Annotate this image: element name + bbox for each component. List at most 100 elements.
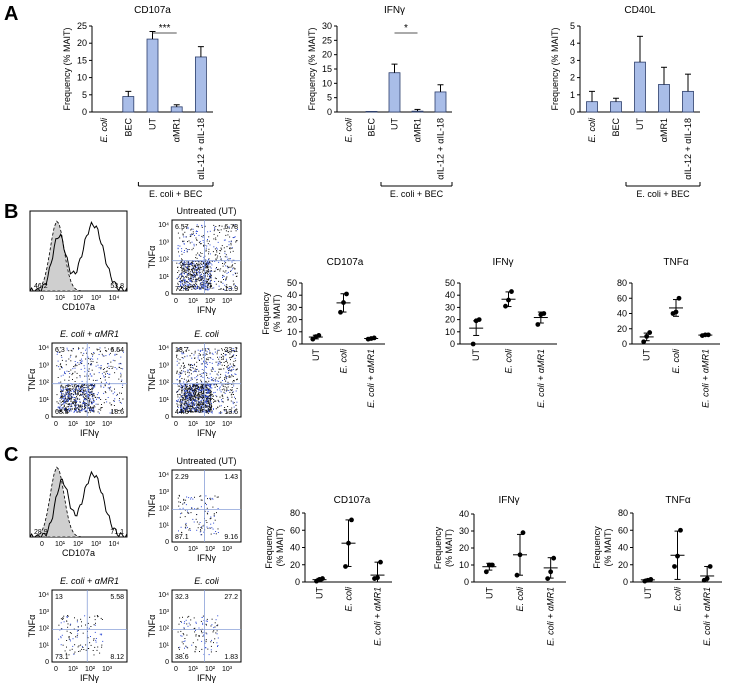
event-dot bbox=[91, 387, 93, 389]
dotplot-frame bbox=[171, 342, 242, 418]
event-dot bbox=[203, 266, 205, 268]
event-dot bbox=[230, 242, 232, 244]
category-label: E. coli + αMR1 bbox=[546, 587, 556, 646]
event-dot bbox=[220, 411, 222, 413]
event-dot bbox=[66, 630, 68, 632]
event-dot bbox=[186, 404, 188, 406]
event-dot bbox=[224, 409, 226, 411]
event-dot bbox=[85, 644, 87, 646]
event-dot bbox=[84, 407, 85, 409]
event-dot bbox=[185, 236, 187, 238]
event-dot bbox=[184, 280, 186, 282]
event-dot bbox=[210, 275, 212, 277]
event-dot bbox=[216, 373, 218, 375]
event-dot bbox=[206, 354, 208, 355]
event-dot bbox=[233, 267, 235, 269]
event-dot bbox=[202, 384, 204, 386]
event-dot bbox=[61, 634, 63, 636]
bar bbox=[388, 72, 401, 113]
event-dot bbox=[108, 376, 110, 378]
event-dot bbox=[79, 393, 81, 395]
event-dot bbox=[65, 397, 66, 399]
event-dot bbox=[215, 226, 217, 227]
event-dot bbox=[66, 646, 67, 648]
event-dot bbox=[177, 232, 179, 234]
event-dot bbox=[91, 388, 93, 390]
event-dot bbox=[192, 399, 194, 400]
event-dot bbox=[180, 264, 182, 266]
event-dot bbox=[198, 264, 200, 266]
event-dot bbox=[184, 273, 185, 275]
event-dot bbox=[199, 360, 200, 361]
event-dot bbox=[73, 366, 75, 368]
y-tick-label: 10³ bbox=[39, 362, 50, 369]
event-dot bbox=[230, 251, 231, 253]
event-dot bbox=[206, 526, 208, 528]
quadrant-lr-pct: 13.6 bbox=[224, 409, 238, 416]
event-dot bbox=[221, 356, 222, 358]
event-dot bbox=[188, 265, 190, 267]
event-dot bbox=[211, 352, 213, 354]
event-dot bbox=[233, 284, 235, 286]
event-dot bbox=[192, 405, 194, 407]
event-dot bbox=[186, 390, 187, 391]
event-dot bbox=[212, 395, 214, 397]
event-dot bbox=[180, 407, 182, 409]
event-dot bbox=[73, 400, 75, 402]
event-dot bbox=[218, 358, 220, 360]
isotype-histogram bbox=[29, 220, 127, 292]
y-tick-label: 5 bbox=[82, 90, 87, 100]
data-point bbox=[644, 333, 650, 339]
category-label: αMR1 bbox=[659, 118, 669, 142]
event-dot bbox=[94, 631, 96, 633]
event-dot bbox=[200, 278, 202, 280]
event-dot bbox=[179, 289, 181, 291]
event-dot bbox=[91, 353, 93, 355]
event-dot bbox=[187, 284, 189, 285]
event-dot bbox=[104, 385, 106, 387]
event-dot bbox=[216, 380, 218, 382]
event-dot bbox=[66, 370, 68, 372]
event-dot bbox=[195, 267, 197, 268]
event-dot bbox=[181, 265, 183, 267]
event-dot bbox=[62, 403, 64, 405]
event-dot bbox=[188, 392, 190, 394]
event-dot bbox=[203, 263, 205, 265]
event-dot bbox=[191, 365, 193, 366]
event-dot bbox=[205, 360, 207, 362]
event-dot bbox=[116, 349, 118, 351]
dotplot-xlabel: IFNγ bbox=[197, 553, 216, 563]
x-tick-label: 10¹ bbox=[188, 421, 199, 428]
event-dot bbox=[226, 360, 228, 362]
event-dot bbox=[209, 410, 211, 412]
event-dot bbox=[208, 388, 210, 390]
event-dot bbox=[225, 234, 227, 236]
event-dot bbox=[200, 287, 202, 289]
event-dot bbox=[178, 263, 180, 265]
event-dot bbox=[81, 358, 82, 360]
event-dot bbox=[210, 393, 212, 395]
event-dot bbox=[219, 250, 221, 251]
event-dot bbox=[217, 637, 219, 639]
event-dot bbox=[86, 375, 88, 377]
data-point bbox=[675, 553, 680, 559]
event-dot bbox=[69, 403, 71, 405]
bar-chart-title: IFNγ bbox=[384, 5, 405, 16]
event-dot bbox=[183, 399, 185, 401]
event-dot bbox=[194, 390, 196, 392]
data-point bbox=[371, 335, 377, 341]
event-dot bbox=[179, 495, 180, 497]
event-dot bbox=[234, 268, 236, 270]
event-dot bbox=[204, 265, 206, 267]
event-dot bbox=[83, 392, 85, 394]
event-dot bbox=[220, 353, 222, 355]
event-dot bbox=[182, 406, 184, 408]
event-dot bbox=[189, 266, 191, 268]
y-tick-label: 10² bbox=[159, 506, 170, 513]
event-dot bbox=[63, 403, 65, 405]
event-dot bbox=[57, 360, 59, 362]
event-dot bbox=[198, 635, 200, 637]
event-dot bbox=[181, 229, 183, 231]
event-dot bbox=[196, 287, 198, 289]
event-dot bbox=[58, 624, 60, 626]
